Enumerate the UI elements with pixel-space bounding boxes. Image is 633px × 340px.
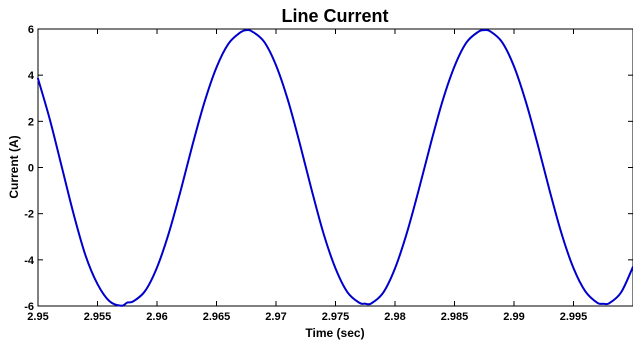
- x-tick-label: 2.98: [384, 311, 405, 323]
- x-tick-label: 2.995: [560, 311, 588, 323]
- x-tick-label: 2.985: [441, 311, 469, 323]
- y-tick-label: -2: [24, 209, 34, 221]
- y-axis-ticks: -6 -4 -2 0 2 4 6: [24, 24, 633, 313]
- x-tick-label: 2.95: [27, 311, 48, 323]
- y-tick-label: 0: [28, 163, 34, 175]
- x-tick-label: 2.99: [503, 311, 524, 323]
- series-layer: [37, 28, 633, 307]
- y-tick-label: 6: [28, 24, 34, 36]
- y-axis-label: Current (A): [7, 135, 21, 198]
- y-tick-label: 2: [28, 116, 34, 128]
- y-tick-label: 4: [28, 70, 35, 82]
- x-tick-label: 2.96: [146, 311, 167, 323]
- x-tick-label: 2.975: [322, 311, 350, 323]
- x-tick-label: 2.97: [265, 311, 286, 323]
- y-tick-label: -6: [24, 301, 34, 313]
- x-axis-ticks: 2.95 2.955 2.96 2.965 2.97 2.975 2.98 2.985 2.99…: [27, 29, 587, 323]
- x-tick-label: 2.955: [84, 311, 112, 323]
- y-tick-label: -4: [24, 255, 35, 267]
- chart-title: Line Current: [281, 6, 388, 26]
- x-tick-label: 2.965: [203, 311, 231, 323]
- current-line-series: [37, 28, 633, 307]
- x-axis-label: Time (sec): [305, 326, 364, 340]
